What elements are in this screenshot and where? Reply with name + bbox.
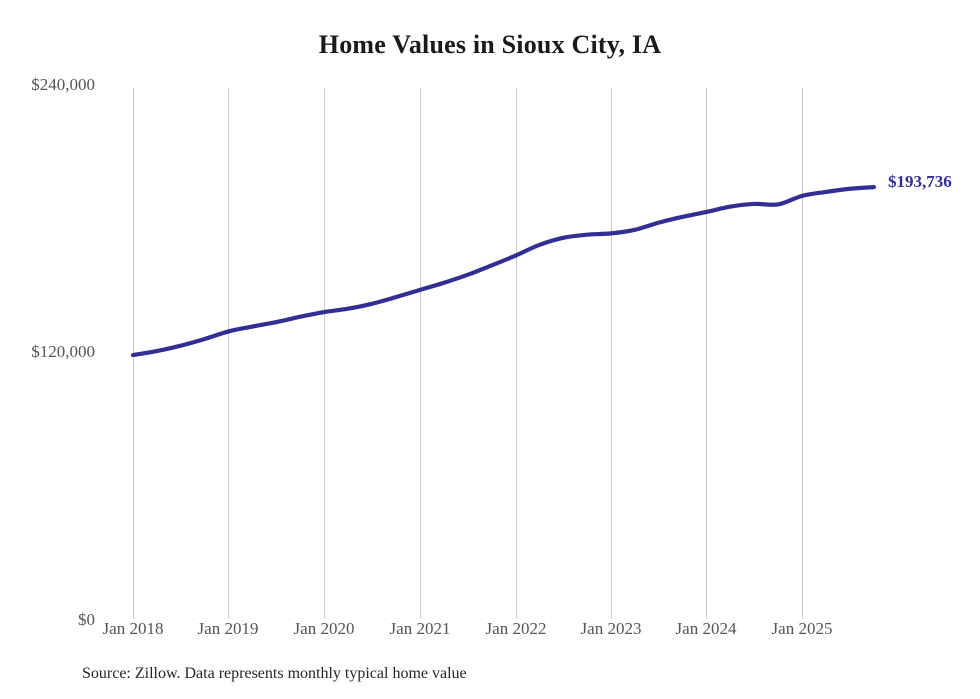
x-tick-label: Jan 2019 [197, 619, 259, 638]
y-tick-label: $120,000 [31, 342, 95, 361]
source-note: Source: Zillow. Data represents monthly … [82, 665, 467, 682]
x-tick-label: Jan 2023 [580, 619, 642, 638]
gridlines-group [133, 88, 803, 619]
chart-title: Home Values in Sioux City, IA [318, 30, 662, 59]
end-value-annotation: $193,736 [888, 172, 952, 191]
x-tick-label: Jan 2020 [293, 619, 355, 638]
x-tick-label: Jan 2021 [389, 619, 451, 638]
x-tick-label: Jan 2024 [675, 619, 737, 638]
y-tick-label: $0 [78, 610, 95, 629]
series-line-typical-home-value [130, 185, 876, 358]
x-tick-label: Jan 2022 [485, 619, 547, 638]
x-tick-label: Jan 2018 [102, 619, 164, 638]
series-group [130, 185, 876, 358]
x-tick-label: Jan 2025 [771, 619, 833, 638]
y-tick-label: $240,000 [31, 75, 95, 94]
